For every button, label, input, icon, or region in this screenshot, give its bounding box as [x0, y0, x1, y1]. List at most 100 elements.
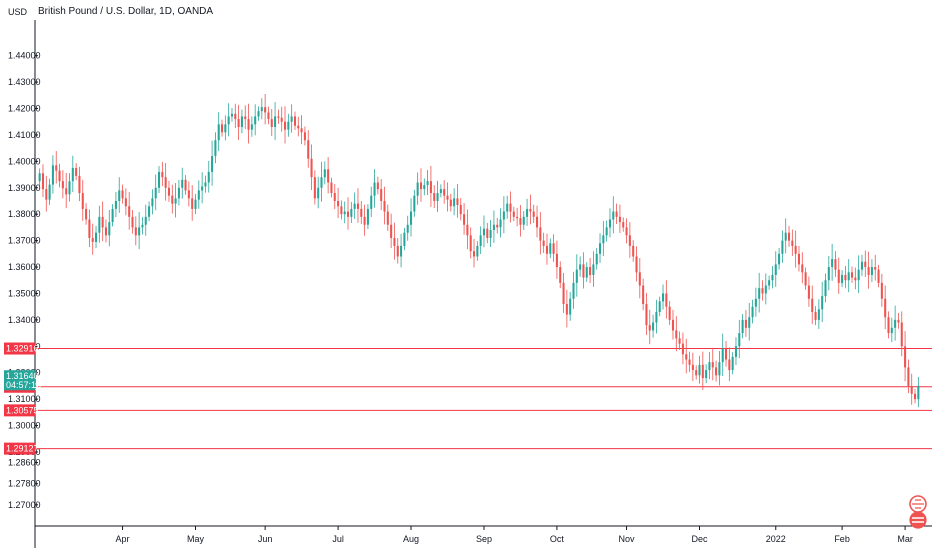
candle-up: [151, 198, 154, 207]
candle-down: [55, 165, 58, 171]
candle-down: [834, 259, 837, 270]
candle-down: [688, 359, 691, 365]
horizontal-levels[interactable]: [35, 348, 932, 450]
candle-down: [811, 298, 814, 312]
candle-down: [887, 317, 890, 334]
candle-up: [254, 116, 257, 125]
time-axis[interactable]: Apr May Jun Jul Aug Sep Oct Nov Dec 2022 Feb Mar: [116, 526, 913, 544]
candle-up: [731, 356, 734, 371]
candle-up: [71, 167, 74, 182]
x-tick-label: Sep: [476, 534, 492, 544]
candle-down: [81, 193, 84, 209]
level-badge-label: 1.32916: [6, 344, 39, 354]
candle-up: [98, 216, 101, 233]
candle-down: [728, 359, 731, 371]
candle-down: [419, 182, 423, 190]
candle-up: [320, 177, 323, 188]
candle-down: [101, 216, 104, 228]
candle-down: [711, 362, 714, 368]
candle-down: [191, 198, 194, 209]
candle-up: [51, 165, 54, 185]
level-badge-label: 1.29127: [6, 444, 39, 454]
x-tick-label: Aug: [403, 534, 419, 544]
compare-icon[interactable]: [909, 511, 927, 529]
candle-down: [877, 269, 880, 283]
candle-up: [605, 227, 608, 236]
candle-down: [645, 304, 648, 326]
candle-down: [844, 274, 847, 281]
candle-up: [409, 211, 413, 225]
candle-up: [148, 206, 151, 217]
candle-down: [874, 267, 877, 270]
candle-up: [502, 211, 505, 220]
candle-up: [831, 259, 834, 268]
candle-up: [827, 267, 830, 281]
candle-up: [476, 245, 479, 257]
level-badge: [4, 342, 35, 355]
candle-down: [171, 195, 174, 204]
x-tick-label: Nov: [619, 534, 636, 544]
y-tick-label: 1.41000: [8, 130, 41, 140]
candle-up: [526, 208, 529, 217]
candle-down: [390, 224, 393, 238]
currency-label[interactable]: USD: [8, 7, 28, 17]
candle-up: [426, 181, 429, 186]
y-tick-label: 1.28600: [8, 458, 41, 468]
candle-down: [128, 206, 131, 217]
candle-up: [366, 208, 369, 225]
candle-up: [595, 253, 598, 265]
x-tick-label: Dec: [691, 534, 708, 544]
candle-down: [681, 343, 684, 355]
candle-down: [337, 200, 340, 207]
candle-down: [582, 264, 585, 278]
candle-down: [552, 243, 555, 254]
candle-up: [201, 186, 204, 191]
candle-down: [509, 203, 512, 212]
x-tick-label: Apr: [116, 534, 130, 544]
candle-up: [608, 219, 612, 228]
candle-up: [197, 190, 200, 200]
candle-down: [897, 319, 900, 323]
candle-up: [658, 301, 661, 312]
y-tick-label: 1.40000: [8, 156, 41, 166]
price-axis[interactable]: 1.44000 1.43000 1.42000 1.41000 1.40000 1.390…: [8, 51, 41, 510]
candle-up: [260, 107, 263, 112]
candle-down: [529, 208, 532, 212]
candle-down: [456, 198, 459, 205]
y-tick-label: 1.43000: [8, 77, 41, 87]
indicator-icon[interactable]: [909, 495, 927, 513]
candle-down: [469, 235, 472, 252]
candle-down: [446, 195, 449, 200]
candle-up: [68, 181, 71, 195]
candle-up: [317, 187, 320, 199]
candle-down: [907, 367, 910, 386]
candle-down: [685, 354, 688, 360]
candle-down: [864, 261, 867, 268]
candle-down: [363, 216, 366, 225]
candle-up: [821, 296, 824, 310]
candle-up: [860, 261, 864, 270]
candle-up: [741, 319, 744, 334]
candle-down: [360, 208, 363, 217]
candle-down: [184, 179, 187, 191]
candle-down: [675, 330, 678, 339]
symbol-title: British Pound / U.S. Dollar, 1D, OANDA: [38, 6, 213, 17]
candle-up: [890, 327, 893, 334]
candle-up: [602, 235, 605, 244]
candle-up: [217, 124, 220, 141]
candle-down: [164, 177, 167, 188]
candle-up: [661, 293, 665, 302]
candle-down: [559, 267, 562, 283]
candle-up: [652, 322, 655, 331]
candle-down: [330, 182, 333, 194]
candle-down: [443, 189, 446, 196]
candle-up: [768, 280, 771, 286]
candle-up: [482, 228, 486, 236]
x-tick-label: May: [187, 534, 205, 544]
candle-down: [884, 298, 887, 318]
candle-down: [532, 211, 535, 217]
candle-down: [380, 189, 383, 201]
candle-down: [715, 367, 718, 376]
